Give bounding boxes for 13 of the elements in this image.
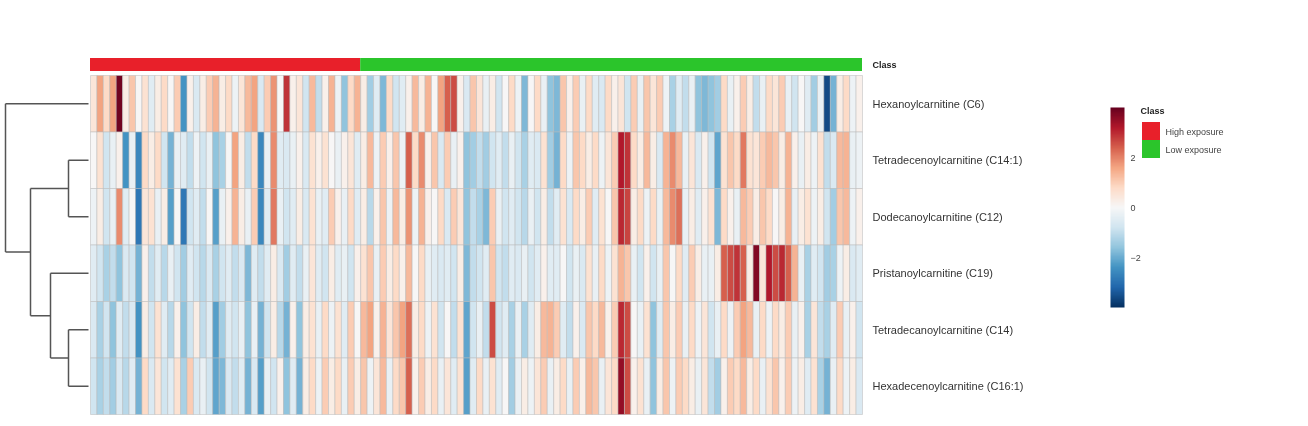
- y-tick-label: Hexanoylcarnitine (C6): [872, 97, 985, 110]
- color-bar-label: −2: [1130, 252, 1141, 263]
- text: Low exposure: [1165, 144, 1222, 155]
- y-tick-label: Hexadecenoylcarnitine (C16:1): [872, 380, 1024, 393]
- y-tick-label: Pristanoylcarnitine (C19): [872, 267, 993, 280]
- y-tick-label: Tetradecanoylcarnitine (C14): [872, 323, 1014, 336]
- color-bar-label: 0: [1130, 202, 1136, 213]
- color-bar-label: 2: [1130, 152, 1136, 163]
- text: Class: [872, 60, 897, 70]
- text: Class: [1140, 105, 1165, 116]
- y-tick-label: Tetradecenoylcarnitine (C14:1): [872, 154, 1023, 167]
- y-tick-label: Dodecanoylcarnitine (C12): [872, 210, 1003, 223]
- text: High exposure: [1165, 126, 1224, 137]
